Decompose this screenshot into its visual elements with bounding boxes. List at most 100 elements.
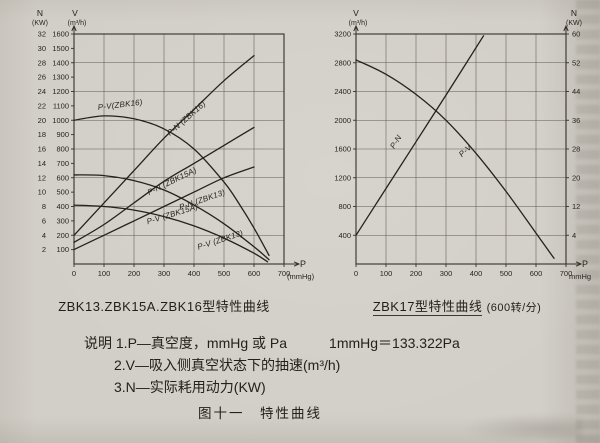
svg-text:26: 26 — [38, 73, 46, 82]
figure-caption: 图十一 特性曲线 — [198, 406, 322, 421]
svg-text:0: 0 — [354, 269, 358, 278]
svg-text:16: 16 — [38, 145, 46, 154]
svg-text:200: 200 — [128, 269, 141, 278]
svg-text:20: 20 — [572, 173, 580, 182]
chart-right-svg: 4008001200160020002400280032004122028364… — [334, 8, 591, 281]
svg-text:100: 100 — [98, 269, 111, 278]
svg-text:600: 600 — [530, 269, 543, 278]
svg-text:200: 200 — [56, 231, 69, 240]
svg-text:22: 22 — [38, 101, 46, 110]
svg-text:1500: 1500 — [52, 44, 69, 53]
svg-text:800: 800 — [56, 145, 69, 154]
svg-text:900: 900 — [56, 130, 69, 139]
svg-text:V: V — [72, 8, 78, 18]
note-line-1: 说明 1.P—真空度，mmHg 或 Pa 1mmHg＝133.322Pa — [84, 332, 460, 354]
svg-text:28: 28 — [38, 58, 46, 67]
svg-text:8: 8 — [42, 202, 46, 211]
svg-text:4: 4 — [572, 231, 576, 240]
note-1-text: 1.P—真空度，mmHg 或 Pa — [115, 335, 288, 351]
axis-tick-labels: 4008001200160020002400280032004122028364… — [334, 30, 580, 279]
svg-text:32: 32 — [38, 30, 46, 39]
curve-p-v — [355, 59, 555, 259]
svg-text:N: N — [37, 8, 43, 18]
svg-text:2: 2 — [42, 245, 46, 254]
axis-ticks — [71, 33, 285, 267]
svg-text:1000: 1000 — [52, 116, 69, 125]
chart-left-title: ZBK13.ZBK15A.ZBK16型特性曲线 — [14, 296, 314, 315]
svg-text:12: 12 — [572, 202, 580, 211]
label-p-v: P-V — [457, 142, 474, 158]
svg-text:500: 500 — [500, 269, 513, 278]
svg-text:100: 100 — [380, 269, 393, 278]
svg-text:1600: 1600 — [52, 30, 69, 39]
label-p-n-zbk15a-: P-N (ZBK15A) — [146, 165, 198, 197]
svg-text:2000: 2000 — [334, 116, 351, 125]
svg-text:700: 700 — [560, 269, 573, 278]
curve-p-v-zbk13- — [73, 204, 269, 263]
svg-text:(m³/h): (m³/h) — [349, 20, 368, 27]
chart-left-figure: 100 200 300 400 500 600 700 800 900 1000 1100 1200 1… — [14, 6, 315, 315]
curve-p-n-zbk13- — [73, 166, 255, 251]
curve-p-v-zbk15a- — [73, 174, 270, 261]
svg-text:24: 24 — [38, 87, 46, 96]
svg-text:(KW): (KW) — [566, 20, 582, 27]
chart-right-figure: 400 800 1200 1600 2000 2400 2800 3200 4 12 20 28 36 4… — [322, 6, 592, 316]
svg-text:700: 700 — [278, 269, 291, 278]
svg-text:(mmHg): (mmHg) — [287, 272, 315, 281]
curve-p-n — [355, 35, 485, 236]
svg-text:60: 60 — [572, 30, 580, 39]
svg-text:1200: 1200 — [334, 173, 351, 182]
svg-text:400: 400 — [188, 269, 201, 278]
series-labels: P-V P-N — [388, 133, 474, 158]
curve-p-n-zbk15a- — [73, 126, 255, 244]
svg-text:200: 200 — [410, 269, 423, 278]
svg-text:500: 500 — [218, 269, 231, 278]
chart-right-title: ZBK17型特性曲线 (600转/分) — [322, 296, 592, 316]
svg-text:300: 300 — [56, 216, 69, 225]
svg-text:12: 12 — [38, 173, 46, 182]
svg-text:(m³/h): (m³/h) — [68, 20, 87, 27]
svg-text:30: 30 — [38, 44, 46, 53]
svg-text:800: 800 — [338, 202, 351, 211]
axis-arrows — [71, 24, 301, 267]
notes-block: 说明 1.P—真空度，mmHg 或 Pa 1mmHg＝133.322Pa 2.V… — [84, 332, 460, 398]
svg-text:100: 100 — [56, 245, 69, 254]
svg-text:mmHg: mmHg — [569, 272, 591, 281]
svg-text:10: 10 — [38, 188, 46, 197]
series-curves — [355, 35, 555, 259]
svg-text:P: P — [582, 259, 588, 269]
chart-left-svg: 1002003004005006007008009001000110012001… — [32, 8, 315, 281]
axis-tick-labels: 1002003004005006007008009001000110012001… — [38, 30, 291, 279]
svg-text:2800: 2800 — [334, 58, 351, 67]
svg-text:1300: 1300 — [52, 73, 69, 82]
svg-text:700: 700 — [56, 159, 69, 168]
axis-headers: N (KW) V (m³/h) P (mmHg) — [32, 8, 315, 281]
svg-text:500: 500 — [56, 188, 69, 197]
svg-text:1400: 1400 — [52, 58, 69, 67]
svg-text:3200: 3200 — [334, 30, 351, 39]
svg-text:18: 18 — [38, 130, 46, 139]
note-line-3: 3.N—实际耗用动力(KW) — [114, 379, 266, 395]
svg-text:44: 44 — [572, 87, 580, 96]
svg-text:1200: 1200 — [52, 87, 69, 96]
label-p-n: P-N — [388, 133, 403, 150]
chart-right-title-text: ZBK17型特性曲线 — [372, 299, 483, 316]
note-1-conversion: 1mmHg＝133.322Pa — [329, 335, 460, 351]
svg-text:14: 14 — [38, 159, 46, 168]
svg-text:400: 400 — [470, 269, 483, 278]
curve-p-v-zbk16- — [73, 115, 270, 257]
label-p-v-zbk13-: P-V (ZBK13) — [196, 228, 244, 251]
svg-text:300: 300 — [158, 269, 171, 278]
svg-text:P: P — [300, 259, 306, 269]
svg-text:2400: 2400 — [334, 87, 351, 96]
svg-text:400: 400 — [56, 202, 69, 211]
series-curves — [73, 54, 270, 263]
notes-prefix: 说明 — [84, 335, 112, 351]
svg-text:28: 28 — [572, 145, 580, 154]
svg-text:36: 36 — [572, 116, 580, 125]
svg-text:V: V — [353, 8, 359, 18]
svg-text:0: 0 — [72, 269, 76, 278]
svg-text:4: 4 — [42, 231, 46, 240]
